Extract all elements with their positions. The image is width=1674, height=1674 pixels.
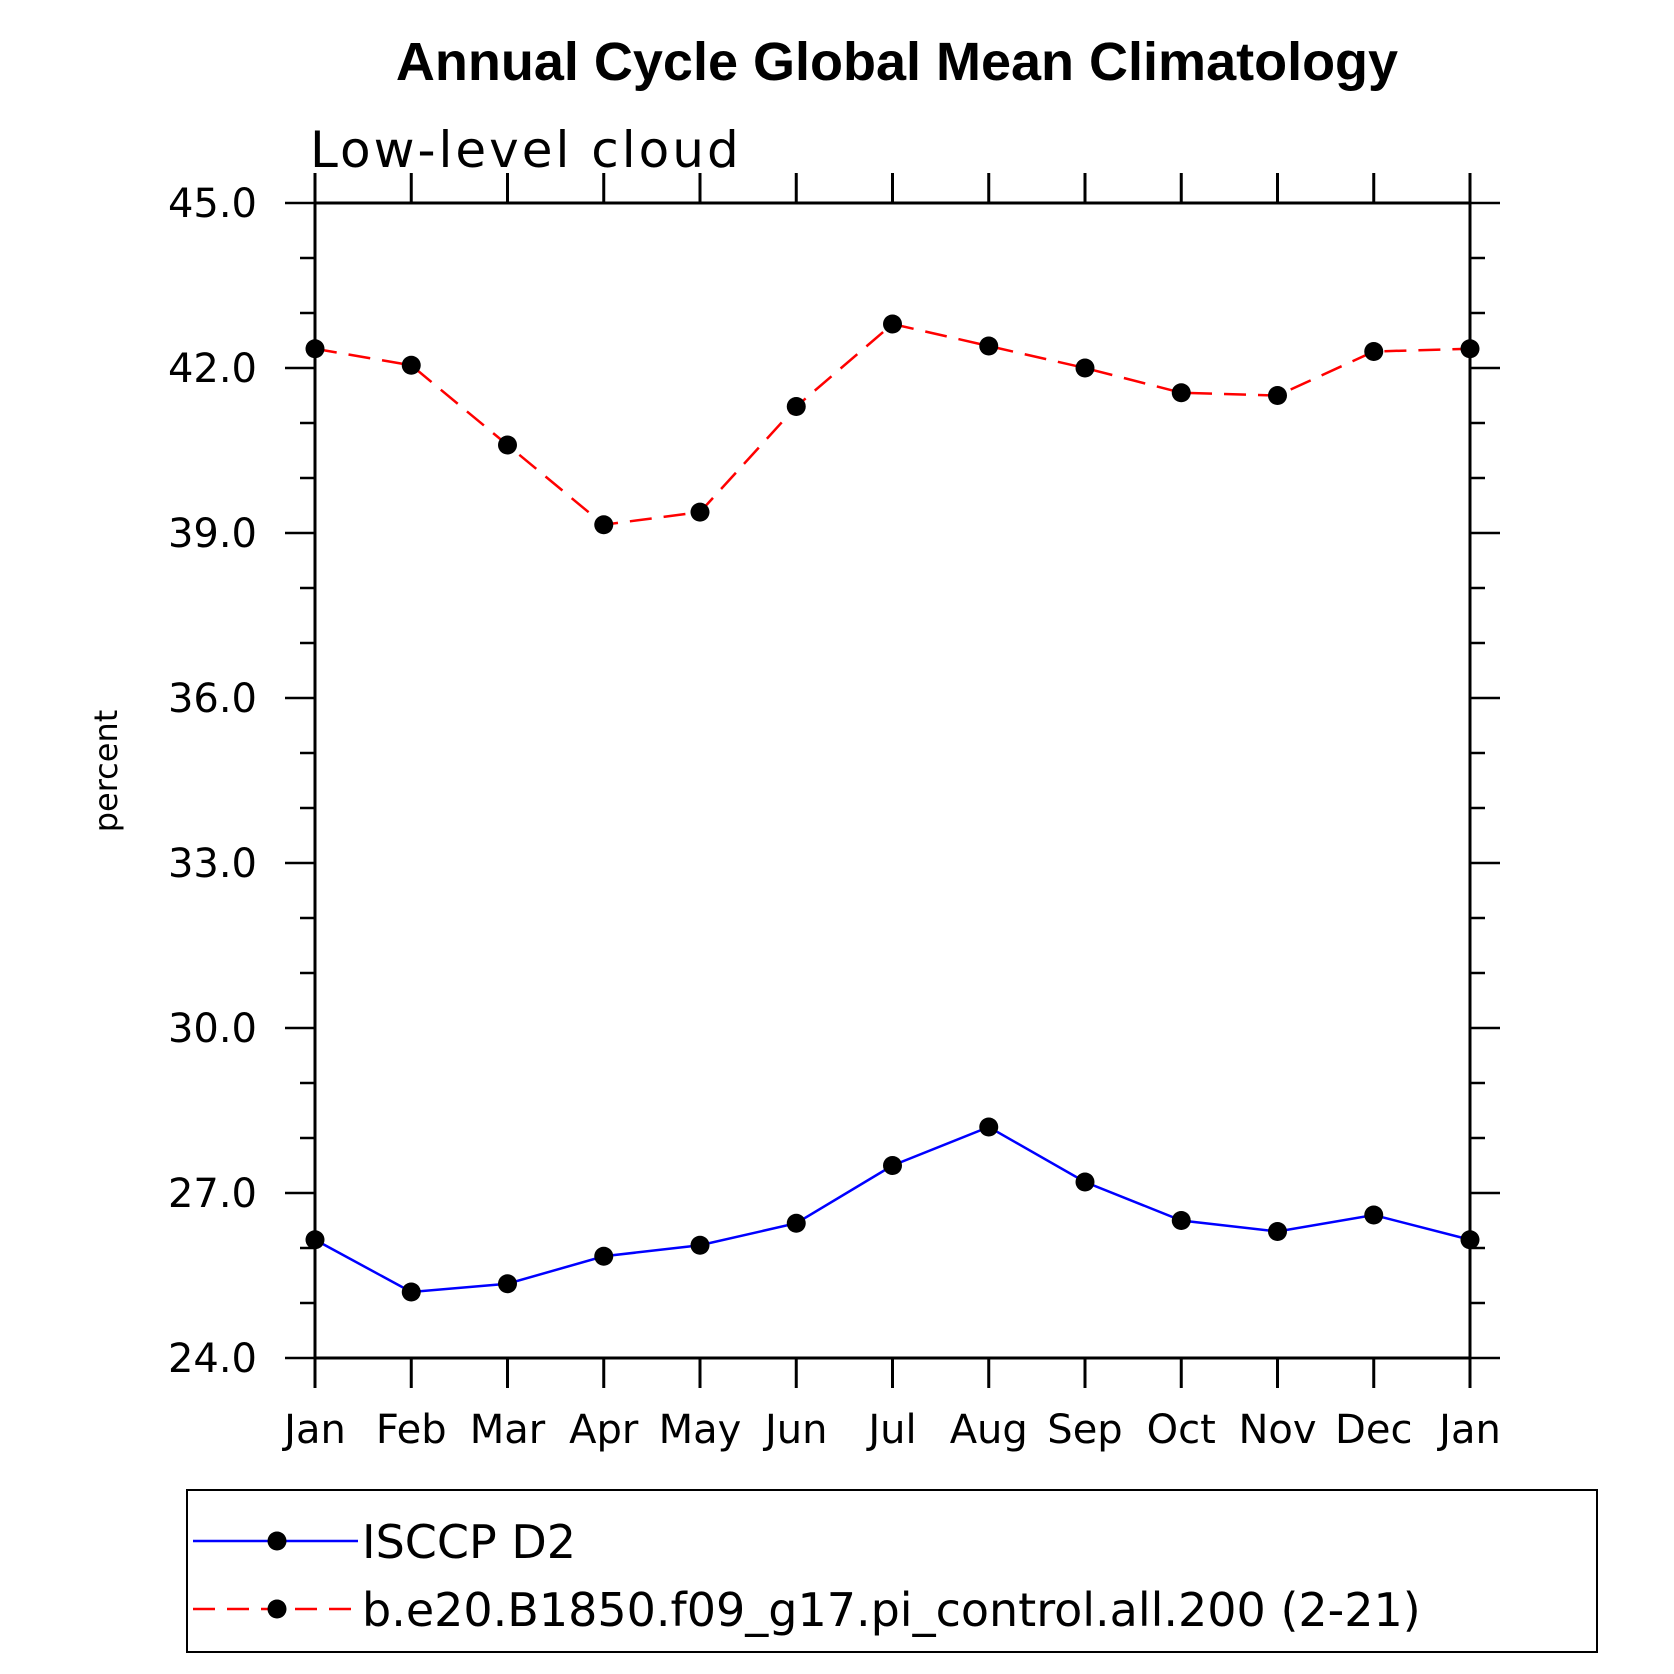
plot-frame [313,201,1472,1360]
series-1-point [690,502,710,522]
series-1-point [1268,386,1287,405]
y-tick-label: 30.0 [168,1006,257,1052]
x-tick-label: Oct [1147,1407,1216,1453]
series-0-point [1268,1222,1287,1241]
series-1-point [1364,342,1384,361]
y-tick-label: 33.0 [168,841,257,887]
series-0-point [498,1274,517,1294]
legend-marker-1 [267,1599,287,1619]
y-tick-label: 36.0 [168,676,257,722]
series-0-point [401,1282,421,1302]
legend-box [186,1489,1598,1653]
series-0-point [594,1246,614,1266]
series-0-point [305,1230,325,1250]
series-0-point [1171,1211,1191,1230]
x-tick-label: Jun [762,1407,828,1453]
x-tick-label: Nov [1238,1407,1316,1453]
tick-labels: Jan Feb Mar Apr May Jun Jul Aug Sep Oct Nov Dec Jan 2… [168,181,1501,1453]
chart-title: Annual Cycle Global Mean Climatology [396,32,1398,92]
y-axis-label: percent [87,710,125,833]
series-1-point [786,397,806,416]
y-tick-label: 39.0 [168,511,257,557]
x-tick-label: Dec [1335,1407,1412,1453]
x-tick-label: May [659,1407,742,1453]
series-0-point [690,1235,710,1255]
series-1-point [401,355,421,375]
x-tick-label: Sep [1047,1407,1122,1453]
series-line-1 [314,322,1471,527]
legend: ISCCP D2 b.e20.B1850.f09_g17.pi_control.a… [186,1489,1598,1653]
series-1-point [305,339,325,359]
x-tick-label: Jul [865,1407,916,1453]
x-tick-label: Feb [376,1407,447,1453]
series-0-point [786,1213,806,1233]
series-1-point [594,515,614,535]
plot-area [313,201,1472,1360]
series-1-point [1075,358,1095,378]
axis-ticks [285,173,1500,1388]
x-tick-label: Aug [950,1407,1028,1453]
series-1-point [979,336,999,356]
legend-label-1: b.e20.B1850.f09_g17.pi_control.all.200 (… [362,1583,1421,1637]
y-tick-label: 27.0 [168,1171,257,1217]
x-tick-label: Apr [569,1407,639,1453]
series-0-point [883,1156,902,1175]
series-0-point [1364,1205,1384,1225]
series-line-0 [314,1125,1471,1294]
chart-subtitle: Low-level cloud [310,121,742,179]
x-tick-label: Jan [281,1407,346,1453]
series-0-point [979,1117,999,1137]
x-tick-label: Mar [470,1407,546,1453]
x-tick-label: Jan [1436,1407,1501,1453]
y-tick-label: 45.0 [168,181,257,227]
series-1-point [498,435,517,455]
series-0-point [1075,1172,1095,1192]
series-layer [305,314,1480,1302]
series-1-point [883,314,902,334]
series-0-point [1460,1230,1480,1250]
legend-marker-0 [267,1531,287,1551]
y-tick-label: 24.0 [168,1336,257,1382]
y-tick-label: 42.0 [168,346,257,392]
legend-label-0: ISCCP D2 [362,1515,576,1569]
series-1-point [1460,339,1480,359]
series-1-point [1171,383,1191,403]
